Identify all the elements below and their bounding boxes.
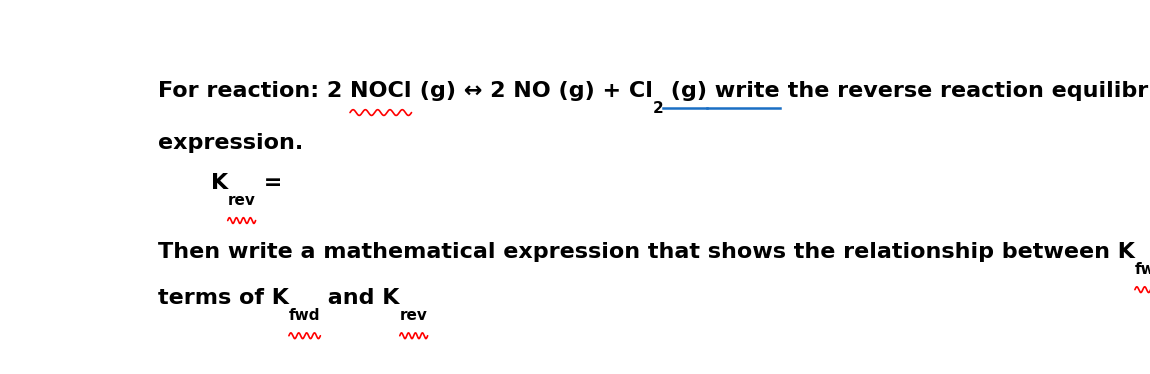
- Text: rev: rev: [400, 308, 428, 323]
- Text: NOCl: NOCl: [350, 81, 412, 101]
- Text: terms of K: terms of K: [158, 288, 289, 308]
- Text: fwd: fwd: [289, 308, 321, 323]
- Text: K: K: [210, 173, 228, 193]
- Text: =: =: [255, 173, 282, 193]
- Text: Then write a mathematical expression that shows the relationship between K: Then write a mathematical expression tha…: [158, 242, 1135, 262]
- Text: and K: and K: [321, 288, 400, 308]
- Text: (g): (g): [664, 81, 707, 101]
- Text: fwd: fwd: [1135, 262, 1150, 277]
- Text: rev: rev: [228, 193, 255, 208]
- Text: write: write: [707, 81, 780, 101]
- Text: For reaction: 2: For reaction: 2: [158, 81, 350, 101]
- Text: 2: 2: [652, 101, 664, 116]
- Text: the reverse reaction equilibrium constant: the reverse reaction equilibrium constan…: [780, 81, 1150, 101]
- Text: (g) ↔ 2 NO (g) + Cl: (g) ↔ 2 NO (g) + Cl: [412, 81, 652, 101]
- Text: expression.: expression.: [158, 132, 304, 153]
